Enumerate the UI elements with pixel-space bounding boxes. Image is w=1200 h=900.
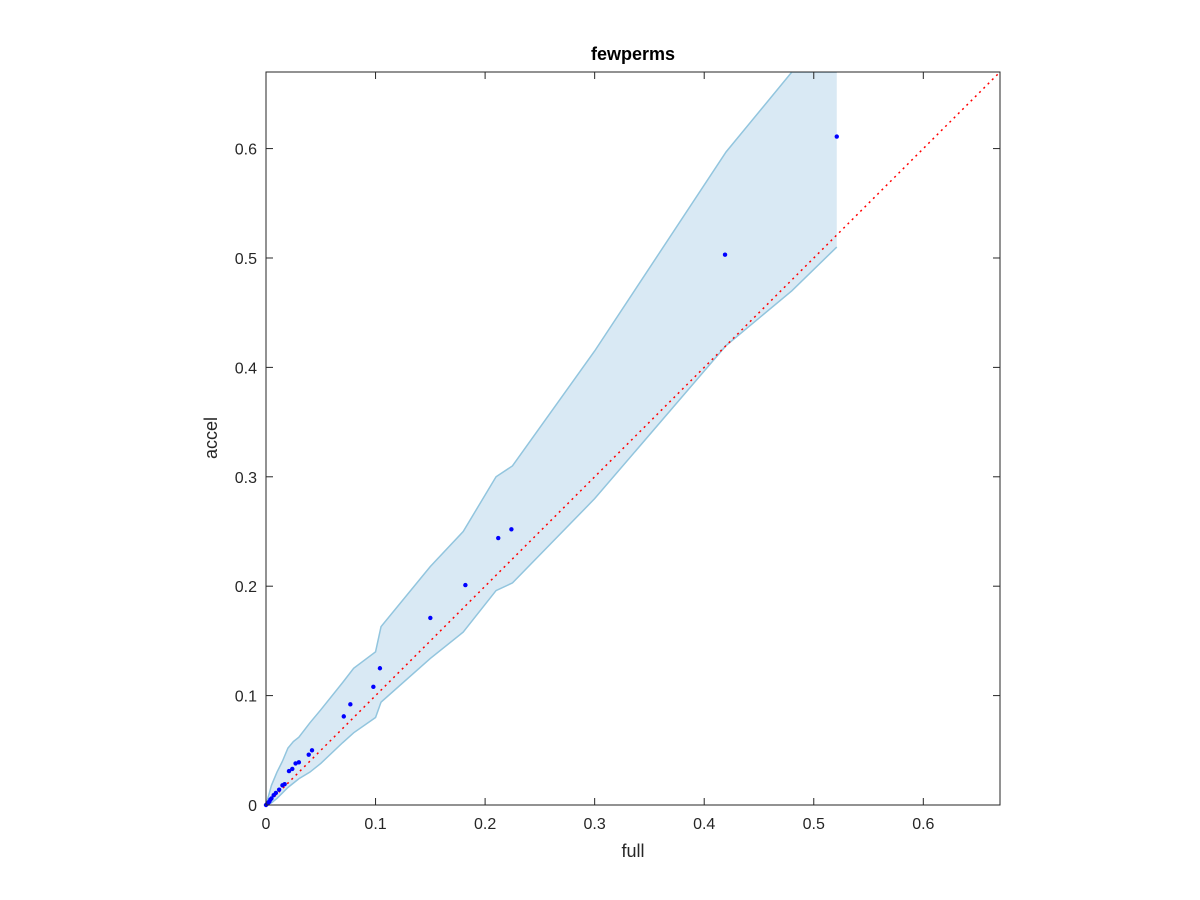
data-point bbox=[282, 782, 287, 787]
plot-frame bbox=[265, 71, 1001, 806]
chart-title: fewperms bbox=[591, 44, 675, 64]
x-tick-label: 0 bbox=[262, 816, 271, 833]
data-point bbox=[371, 684, 376, 690]
data-point bbox=[306, 752, 311, 757]
data-point bbox=[428, 615, 433, 621]
y-tick-label: 0.5 bbox=[235, 251, 257, 268]
y-tick-label: 0.4 bbox=[235, 360, 257, 377]
band-area bbox=[266, 72, 837, 805]
y-tick-label: 0.1 bbox=[235, 689, 257, 706]
x-tick-label: 0.1 bbox=[364, 816, 386, 833]
band-lower-edge bbox=[266, 246, 838, 805]
data-point bbox=[269, 796, 274, 801]
data-points bbox=[263, 134, 839, 808]
y-tick-label: 0.2 bbox=[235, 579, 257, 596]
x-tick-label: 0.5 bbox=[803, 816, 825, 833]
confidence-band bbox=[266, 72, 838, 805]
x-tick-label: 0.3 bbox=[584, 816, 606, 833]
data-point bbox=[496, 535, 501, 541]
data-point bbox=[463, 582, 468, 588]
data-point bbox=[834, 134, 839, 139]
data-point bbox=[377, 666, 383, 671]
data-point bbox=[273, 790, 279, 796]
band-upper-edge bbox=[266, 72, 837, 805]
data-point bbox=[348, 702, 353, 707]
x-tick-label: 0.4 bbox=[693, 816, 715, 833]
data-point bbox=[276, 787, 282, 792]
y-tick-label: 0 bbox=[248, 798, 257, 815]
x-axis-label: full bbox=[621, 841, 644, 861]
y-tick-labels: 0 0.1 0.2 0.3 0.4 0.5 0.6 bbox=[235, 142, 257, 815]
x-tick-labels: 0 0.1 0.2 0.3 0.4 0.5 0.6 bbox=[262, 816, 935, 833]
y-tick-label: 0.3 bbox=[235, 470, 257, 487]
x-tick-label: 0.2 bbox=[474, 816, 496, 833]
reference-line bbox=[266, 72, 1000, 805]
y-tick-label: 0.6 bbox=[235, 142, 257, 159]
data-point bbox=[290, 766, 295, 772]
x-tick-label: 0.6 bbox=[912, 816, 934, 833]
data-point bbox=[722, 252, 728, 257]
data-point bbox=[509, 527, 514, 532]
axis-ticks bbox=[265, 72, 1000, 806]
y-axis-label: accel bbox=[201, 417, 221, 459]
identity-line bbox=[266, 72, 1000, 805]
data-point bbox=[296, 760, 302, 765]
data-point bbox=[341, 714, 346, 719]
data-point bbox=[309, 748, 315, 753]
data-point bbox=[286, 768, 292, 774]
